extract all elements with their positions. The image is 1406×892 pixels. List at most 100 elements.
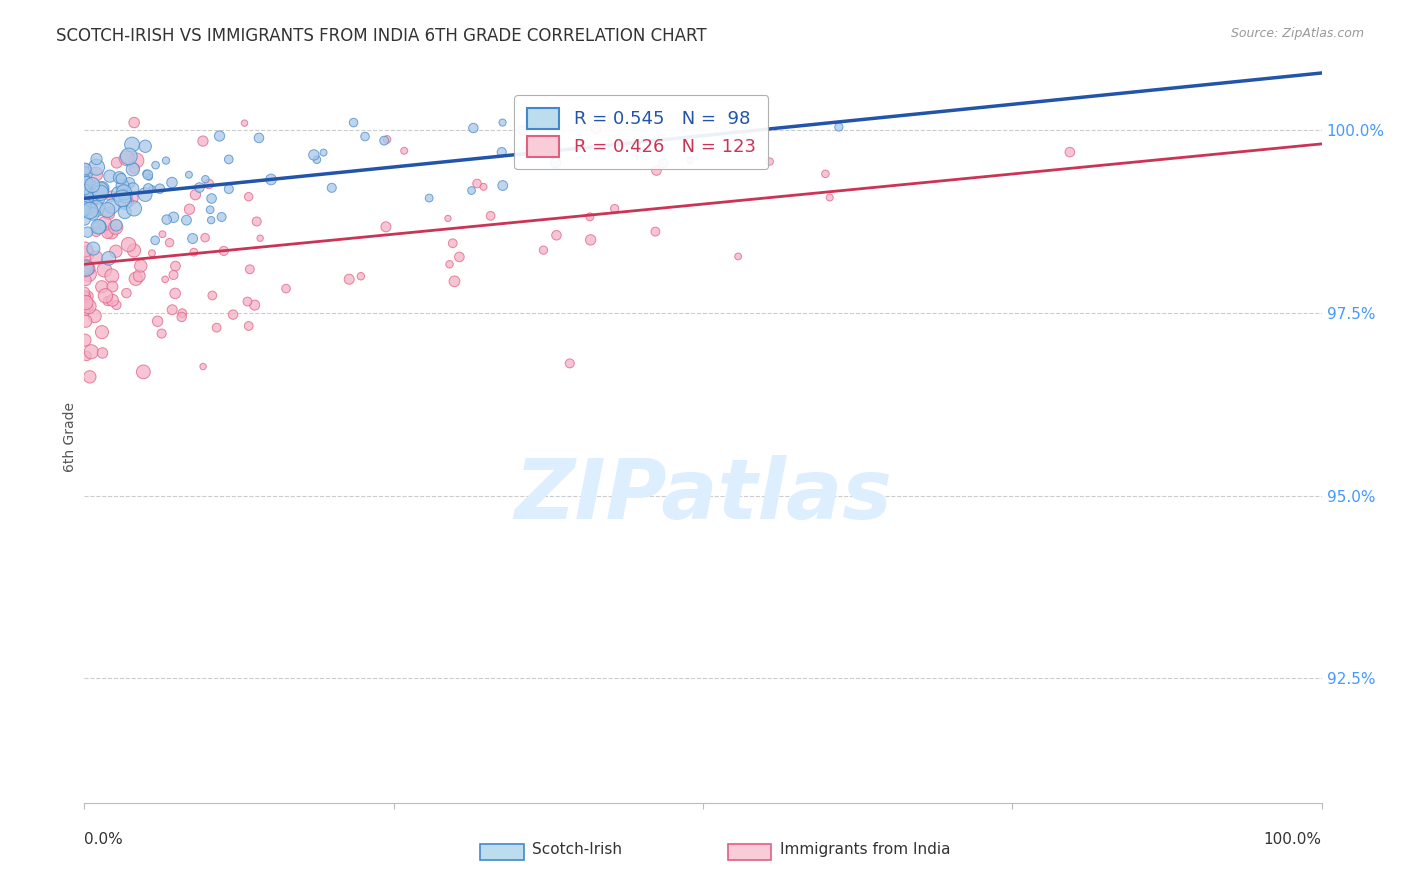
Point bbox=[441, 236, 464, 251]
Point bbox=[172, 306, 194, 320]
Point bbox=[82, 178, 104, 192]
Point bbox=[218, 153, 240, 167]
Point bbox=[460, 184, 482, 198]
Point bbox=[191, 359, 214, 374]
Point bbox=[135, 167, 157, 181]
Point bbox=[141, 182, 163, 196]
Point bbox=[645, 163, 668, 178]
Point bbox=[136, 168, 159, 182]
Point bbox=[98, 169, 121, 183]
Point bbox=[76, 246, 98, 260]
Point bbox=[492, 178, 515, 193]
Point bbox=[141, 246, 163, 260]
Point bbox=[94, 217, 117, 231]
Point bbox=[727, 249, 749, 263]
Point bbox=[122, 181, 145, 195]
Point bbox=[73, 260, 96, 274]
Point bbox=[122, 244, 145, 258]
Point bbox=[76, 349, 98, 363]
Point bbox=[439, 257, 461, 271]
Point bbox=[90, 186, 112, 200]
Point bbox=[112, 186, 135, 200]
Point bbox=[117, 237, 139, 252]
Point bbox=[159, 235, 181, 250]
Point bbox=[84, 225, 107, 239]
Point bbox=[105, 155, 128, 169]
Point bbox=[212, 244, 235, 258]
Point bbox=[614, 136, 637, 150]
Point bbox=[73, 212, 96, 227]
Point bbox=[110, 171, 132, 186]
Point bbox=[233, 116, 256, 130]
Point bbox=[247, 131, 270, 145]
Point bbox=[239, 262, 262, 277]
Point bbox=[79, 193, 101, 207]
Point bbox=[121, 162, 143, 177]
Point bbox=[100, 225, 122, 239]
Point bbox=[198, 177, 221, 191]
Y-axis label: 6th Grade: 6th Grade bbox=[63, 402, 77, 472]
Point bbox=[75, 191, 97, 205]
Point bbox=[121, 137, 143, 152]
Point bbox=[96, 226, 118, 240]
Point bbox=[73, 265, 96, 279]
Point bbox=[108, 186, 131, 201]
Point bbox=[91, 325, 114, 339]
Point bbox=[121, 191, 143, 205]
Point bbox=[73, 180, 96, 194]
Point bbox=[125, 272, 148, 286]
Point bbox=[73, 285, 96, 300]
Point bbox=[162, 268, 184, 282]
Point bbox=[374, 219, 396, 234]
Point bbox=[105, 298, 128, 312]
Point bbox=[236, 294, 259, 309]
Point bbox=[222, 308, 245, 322]
Point bbox=[373, 134, 395, 148]
Point bbox=[246, 214, 269, 228]
Point bbox=[80, 344, 103, 359]
Point bbox=[82, 207, 104, 221]
Point bbox=[73, 198, 96, 212]
Point bbox=[652, 156, 675, 170]
Point bbox=[149, 182, 172, 196]
Point bbox=[75, 180, 97, 194]
Point bbox=[828, 120, 851, 134]
Point bbox=[73, 173, 96, 187]
Text: Scotch-Irish: Scotch-Irish bbox=[533, 842, 623, 857]
Point bbox=[579, 210, 602, 224]
Point bbox=[205, 320, 228, 334]
Text: ZIPatlas: ZIPatlas bbox=[515, 455, 891, 536]
Point bbox=[134, 139, 156, 153]
Text: Immigrants from India: Immigrants from India bbox=[780, 842, 950, 857]
FancyBboxPatch shape bbox=[481, 844, 523, 860]
Point bbox=[122, 115, 145, 129]
Point bbox=[79, 186, 101, 201]
Point bbox=[201, 288, 224, 302]
Point bbox=[111, 178, 134, 193]
Point bbox=[479, 209, 502, 223]
Point bbox=[437, 211, 460, 226]
Point bbox=[73, 289, 96, 303]
Point bbox=[76, 225, 98, 239]
Point bbox=[90, 280, 112, 294]
Point bbox=[84, 202, 107, 216]
Point bbox=[211, 210, 233, 224]
Point bbox=[533, 243, 555, 257]
Point bbox=[73, 203, 96, 218]
Text: Source: ZipAtlas.com: Source: ZipAtlas.com bbox=[1230, 27, 1364, 40]
Point bbox=[79, 370, 101, 384]
Point bbox=[1059, 145, 1081, 160]
Point bbox=[155, 153, 177, 168]
Point bbox=[118, 176, 141, 190]
Point bbox=[188, 180, 211, 194]
Point bbox=[89, 184, 111, 198]
Point bbox=[274, 282, 297, 296]
Point bbox=[115, 151, 138, 165]
Point bbox=[579, 233, 602, 247]
Point bbox=[138, 169, 160, 184]
Point bbox=[77, 301, 100, 315]
Point bbox=[375, 132, 398, 146]
Point bbox=[87, 191, 110, 205]
Point bbox=[153, 272, 176, 286]
Point bbox=[443, 274, 465, 288]
